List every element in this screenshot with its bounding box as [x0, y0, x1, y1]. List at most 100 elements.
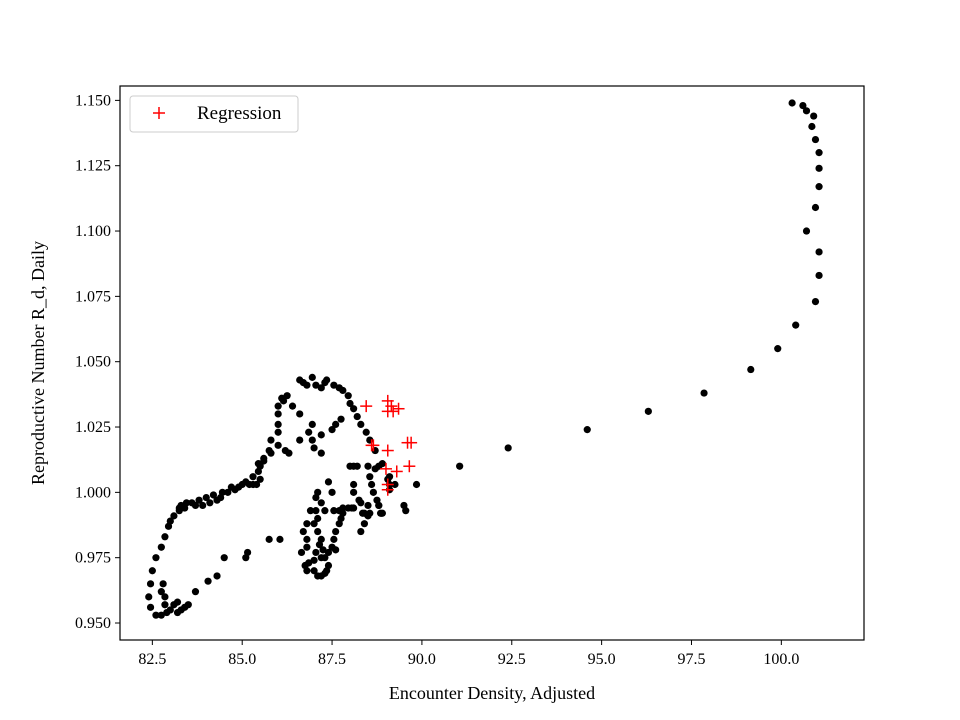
data-point — [324, 561, 333, 570]
x-tick-label: 82.5 — [138, 651, 166, 668]
legend-box — [129, 95, 299, 133]
data-point — [254, 467, 262, 476]
regression-point — [379, 462, 392, 475]
y-tick-label: 1.100 — [75, 223, 111, 240]
data-point — [346, 399, 354, 408]
data-point — [364, 462, 372, 470]
data-point — [310, 556, 318, 564]
data-point — [314, 514, 322, 523]
data-point — [310, 444, 318, 452]
data-point — [159, 580, 167, 588]
data-point — [199, 501, 207, 510]
data-point — [310, 567, 318, 575]
data-point — [146, 603, 155, 611]
x-tick-label: 97.5 — [677, 651, 705, 668]
data-point — [161, 533, 169, 541]
data-point — [312, 381, 320, 389]
data-point — [810, 112, 818, 120]
data-point — [256, 475, 264, 483]
data-point — [260, 454, 268, 462]
x-axis: 82.5 85.0 87.5 90.0 92.5 95.0 97.5 100.0 — [138, 640, 799, 668]
data-point — [364, 501, 372, 510]
data-point — [145, 593, 153, 601]
data-point — [281, 446, 289, 455]
data-point — [306, 507, 315, 515]
data-point — [391, 480, 399, 489]
data-point — [317, 384, 325, 392]
y-tick-label: 1.050 — [75, 354, 111, 371]
data-point — [249, 473, 257, 481]
regression-point — [405, 436, 418, 449]
legend-plus-marker — [153, 107, 165, 119]
data-point — [157, 588, 165, 596]
data-point — [788, 99, 796, 107]
data-point — [181, 603, 189, 611]
data-point — [173, 598, 182, 606]
regression-point — [360, 400, 373, 413]
data-points — [145, 99, 823, 619]
data-point — [774, 345, 782, 353]
data-point — [148, 567, 156, 575]
x-tick-label: 85.0 — [228, 651, 256, 668]
y-tick-label: 1.150 — [75, 92, 111, 109]
data-point — [811, 135, 820, 144]
y-tick-label: 1.025 — [75, 419, 111, 436]
regression-point — [403, 460, 416, 473]
data-point — [227, 483, 236, 491]
data-point — [802, 107, 811, 115]
data-point — [204, 577, 212, 585]
data-point — [312, 493, 320, 502]
data-point — [330, 535, 338, 543]
data-point — [321, 507, 329, 515]
data-point — [195, 496, 203, 504]
data-point — [317, 535, 325, 543]
data-point — [811, 297, 820, 306]
data-point — [808, 122, 816, 131]
data-point — [274, 410, 282, 418]
data-point — [265, 535, 273, 543]
x-tick-label: 90.0 — [408, 651, 436, 668]
data-point — [202, 493, 210, 502]
y-tick-label: 1.125 — [75, 158, 111, 175]
data-point — [209, 491, 218, 499]
data-point — [339, 504, 347, 512]
data-point — [350, 405, 358, 413]
data-point — [357, 499, 365, 507]
data-point — [242, 478, 250, 486]
data-point — [815, 271, 823, 280]
data-point — [815, 164, 823, 172]
data-point — [213, 572, 221, 580]
data-point — [792, 321, 800, 329]
data-point — [344, 392, 352, 400]
regression-point — [392, 402, 405, 415]
data-point — [157, 543, 165, 551]
data-point — [811, 203, 820, 212]
data-point — [385, 473, 394, 481]
data-point — [815, 149, 823, 157]
data-point — [170, 512, 178, 520]
data-point — [310, 520, 318, 528]
data-point — [224, 488, 232, 496]
data-point — [303, 520, 311, 528]
legend-label-regression: Regression — [197, 103, 282, 124]
legend: Regression — [129, 95, 299, 133]
data-point — [161, 601, 169, 609]
data-point — [146, 580, 155, 588]
regression-point — [367, 439, 380, 452]
data-point — [206, 499, 214, 507]
data-point — [213, 496, 221, 504]
data-point — [317, 499, 325, 507]
data-point — [220, 554, 228, 562]
data-point — [328, 426, 336, 434]
x-tick-label: 95.0 — [588, 651, 616, 668]
x-tick-label: 87.5 — [318, 651, 346, 668]
data-point — [274, 402, 282, 410]
data-point — [243, 548, 252, 557]
data-point — [799, 101, 807, 110]
y-tick-label: 0.950 — [75, 615, 111, 632]
data-point — [324, 478, 333, 486]
data-point — [378, 460, 386, 468]
data-point — [402, 507, 410, 515]
data-point — [815, 183, 823, 191]
x-tick-label: 92.5 — [498, 651, 526, 668]
